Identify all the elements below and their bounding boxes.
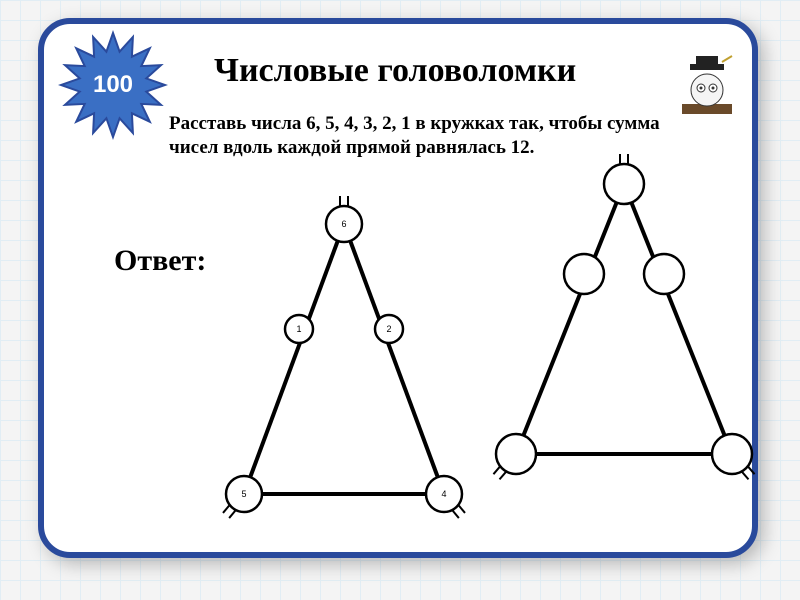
mascot-icon (672, 54, 742, 124)
score-badge-label: 100 (58, 30, 168, 140)
page-title: Числовые головоломки (214, 52, 576, 90)
svg-text:4: 4 (441, 489, 446, 499)
answer-label: Ответ: (114, 244, 206, 278)
svg-text:2: 2 (386, 324, 391, 334)
svg-text:6: 6 (341, 219, 346, 229)
triangle-diagram-right (474, 144, 774, 514)
svg-text:5: 5 (241, 489, 246, 499)
score-badge: 100 (58, 30, 168, 140)
triangle-diagram-left: 6 1 2 5 4 (204, 194, 484, 544)
svg-text:1: 1 (296, 324, 301, 334)
